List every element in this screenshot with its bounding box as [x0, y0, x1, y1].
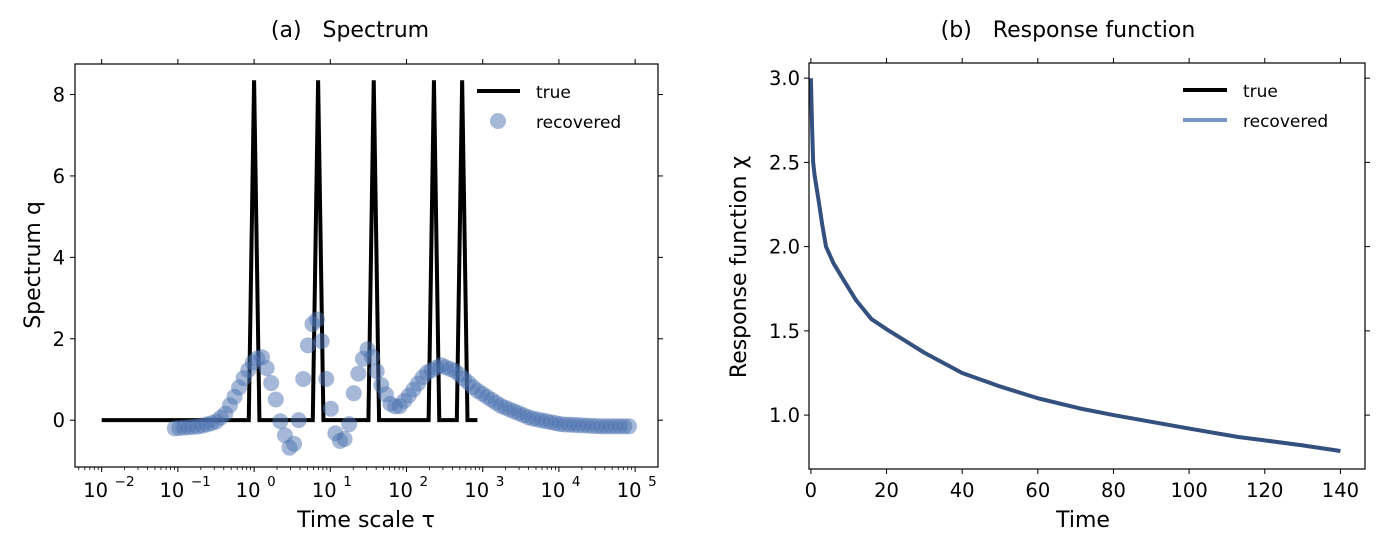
legend-recovered-marker-swatch — [490, 113, 506, 129]
panel-a-title: (a) Spectrum — [271, 18, 429, 43]
x-tick-label: 140 — [1322, 479, 1359, 502]
y-tick-label: 2.0 — [769, 236, 800, 259]
x-tick-exponent: 5 — [648, 474, 657, 490]
x-tick-exponent: 0 — [267, 474, 276, 490]
y-tick-label: 3.0 — [769, 67, 800, 90]
legend-recovered-label: recovered — [536, 113, 621, 133]
response-curve — [808, 78, 1341, 453]
panel-a-x-ticks: 10 −2 10 −1 10 0 10 1 10 2 10 3 10 4 10 5 — [78, 59, 657, 502]
panel-b-frame — [808, 62, 1366, 470]
panel-b-y-ticks: 1.0 1.5 2.0 2.5 3.0 — [769, 67, 1370, 427]
panel-a-x-label: Time scale τ — [296, 508, 435, 533]
recovered-point — [322, 400, 339, 417]
y-tick-label: 6 — [53, 165, 65, 188]
x-tick-label: 80 — [1101, 479, 1126, 502]
panel-b-response: (b) Response function 0 20 40 60 80 100 120 140… — [727, 18, 1370, 533]
recovered-point — [286, 435, 303, 452]
legend-recovered-label: recovered — [1243, 112, 1328, 132]
x-tick-label: 10 — [541, 479, 566, 502]
x-tick-label: 10 — [83, 479, 108, 502]
y-tick-label: 4 — [53, 246, 65, 269]
panel-a-plot-area — [101, 80, 638, 456]
x-tick-label: 10 — [312, 479, 337, 502]
panel-b-x-label: Time — [1055, 508, 1110, 533]
recovered-point — [290, 412, 307, 429]
recovered-point — [345, 385, 362, 402]
x-tick-label: 10 — [464, 479, 489, 502]
legend-true-label: true — [536, 83, 571, 103]
panel-b-y-label: Response function χ — [727, 156, 752, 379]
panel-a-y-label: Spectrum q — [21, 201, 46, 329]
y-tick-label: 0 — [53, 409, 65, 432]
panel-a-spectrum: (a) Spectrum 10 −2 10 −1 10 0 10 1 10 2 10 3 10 4 10 5 … — [21, 18, 663, 533]
x-tick-label: 10 — [617, 479, 642, 502]
recovered-point — [309, 311, 326, 328]
x-tick-exponent: 1 — [343, 474, 352, 490]
y-tick-label: 2.5 — [769, 151, 800, 174]
x-tick-exponent: −1 — [191, 474, 211, 490]
y-tick-label: 1.5 — [769, 320, 800, 343]
recovered-point — [313, 333, 330, 350]
x-tick-exponent: 4 — [572, 474, 581, 490]
recovered-point — [318, 370, 335, 387]
legend-true-label: true — [1243, 82, 1278, 102]
y-tick-label: 8 — [53, 84, 65, 107]
recovered-point — [258, 360, 275, 377]
x-tick-exponent: 3 — [496, 474, 505, 490]
panel-b-x-ticks: 0 20 40 60 80 100 120 140 — [805, 58, 1359, 502]
recovered-point — [341, 416, 358, 433]
recovered-point — [299, 337, 316, 354]
x-tick-label: 100 — [1171, 479, 1208, 502]
x-tick-label: 10 — [388, 479, 413, 502]
recovered-point — [263, 375, 280, 392]
x-tick-label: 120 — [1246, 479, 1283, 502]
x-tick-exponent: −2 — [115, 474, 135, 490]
recovered-point — [272, 413, 289, 430]
x-tick-label: 40 — [950, 479, 975, 502]
y-tick-label: 2 — [53, 328, 65, 351]
y-tick-label: 1.0 — [769, 404, 800, 427]
x-tick-label: 20 — [874, 479, 899, 502]
panel-a-legend: true recovered — [477, 83, 621, 133]
x-tick-label: 10 — [159, 479, 184, 502]
x-tick-label: 10 — [236, 479, 261, 502]
recovered-point — [336, 431, 353, 448]
recovered-point — [350, 365, 367, 382]
true-spectrum-line — [101, 80, 478, 423]
x-tick-exponent: 2 — [420, 474, 429, 490]
x-tick-label: 0 — [805, 479, 817, 502]
recovered-point — [295, 370, 312, 387]
panel-b-title: (b) Response function — [941, 18, 1196, 43]
recovered-point — [368, 363, 385, 380]
panel-b-legend: true recovered — [1183, 82, 1328, 132]
panel-a-y-ticks: 0 2 4 6 8 — [53, 84, 663, 432]
recovered-point — [267, 391, 284, 408]
x-tick-label: 60 — [1025, 479, 1050, 502]
recovered-point — [621, 418, 638, 435]
recovered-point — [364, 348, 381, 365]
panel-b-plot-area — [808, 78, 1341, 453]
